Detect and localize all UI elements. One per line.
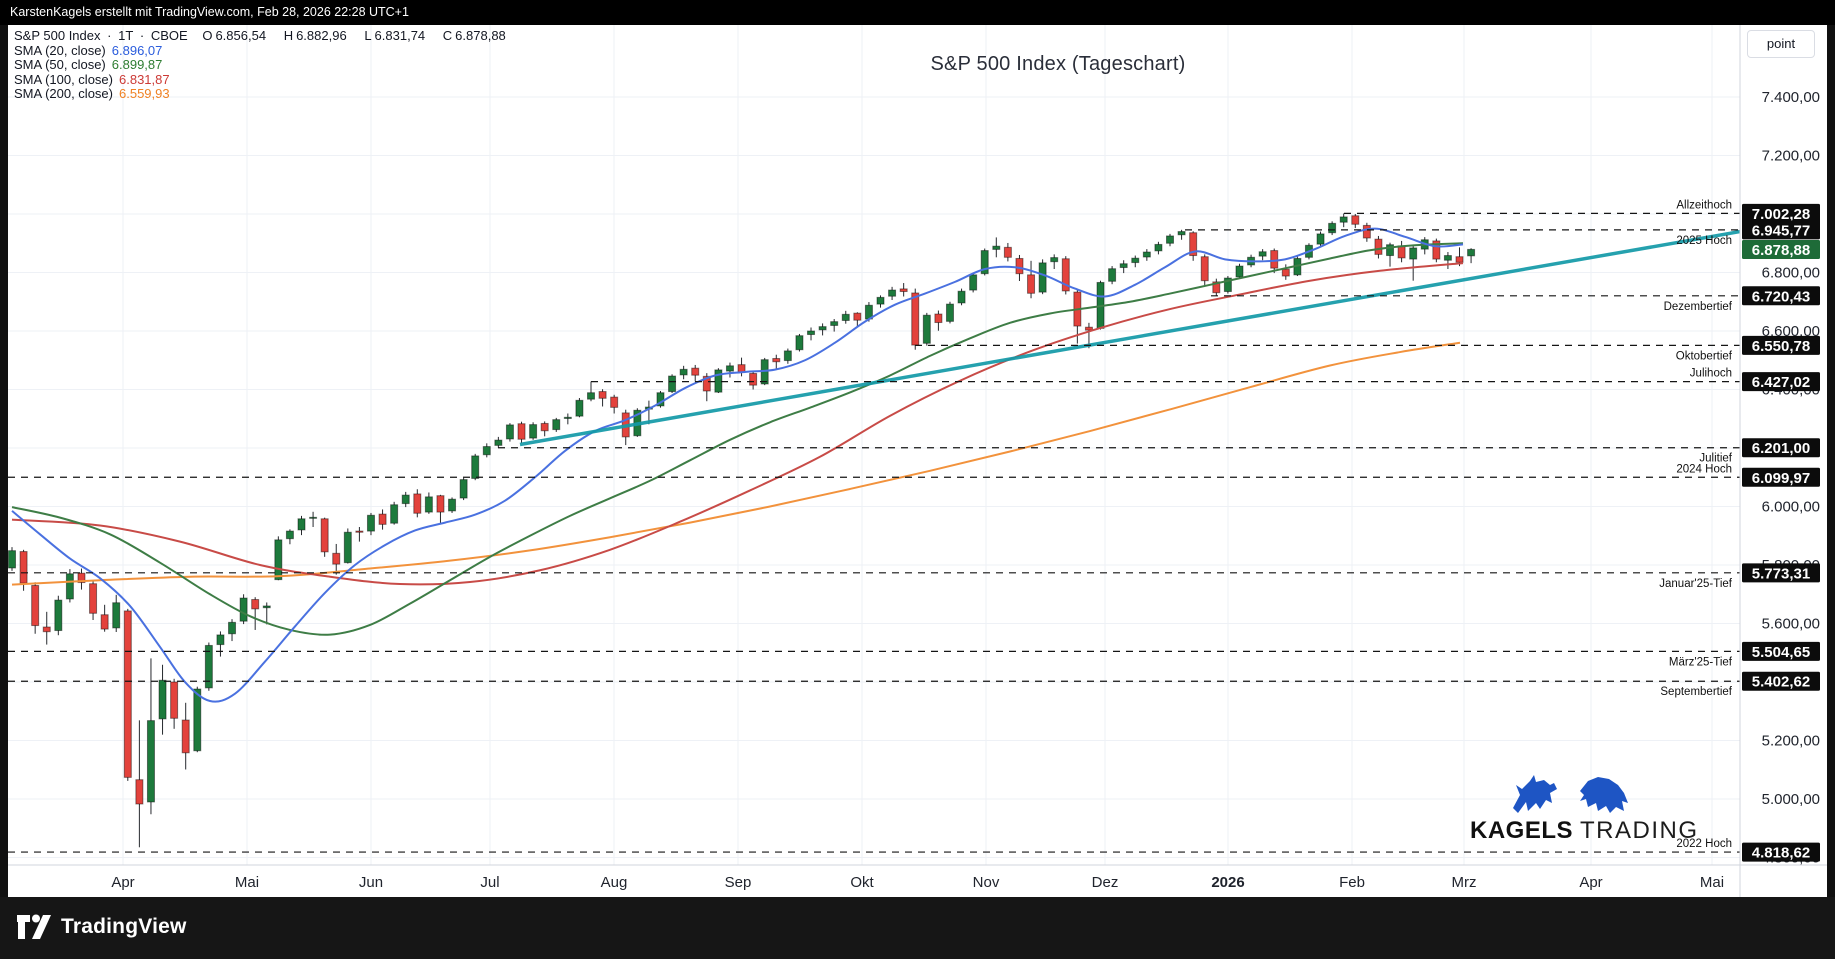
indicator-value: 6.899,87 bbox=[111, 57, 163, 73]
indicator-value: 6.559,93 bbox=[119, 86, 170, 102]
price-level-badge: 5.773,31 bbox=[1752, 565, 1810, 582]
level-label: Oktobertief bbox=[1676, 350, 1733, 362]
price-tick-label: 6.600,00 bbox=[1762, 323, 1820, 340]
month-tick-label: Sep bbox=[725, 874, 752, 891]
time-axis[interactable]: Apr Mai Jun Jul Aug Sep Okt Nov Dez 2026 Feb Mrz Apr… bbox=[8, 864, 1827, 891]
price-level-badge: 4.818,62 bbox=[1752, 845, 1810, 862]
gridlines bbox=[8, 25, 1740, 865]
price-level-badge: 6.878,88 bbox=[1752, 242, 1810, 259]
timeframe-label[interactable]: 1T bbox=[118, 28, 134, 43]
low-label: L 6.831,74 bbox=[364, 28, 426, 43]
exchange-label: CBOE bbox=[150, 28, 188, 43]
price-tick-label: 5.000,00 bbox=[1762, 791, 1820, 808]
tradingview-wordmark: TradingView bbox=[61, 915, 187, 938]
price-tick-label: 5.200,00 bbox=[1762, 733, 1820, 750]
month-tick-label: Apr bbox=[111, 874, 134, 891]
month-tick-label: 2026 bbox=[1211, 874, 1244, 891]
separator-dot: · bbox=[107, 28, 112, 43]
tradingview-link[interactable]: TradingView bbox=[16, 913, 187, 941]
price-level-badge: 6.720,43 bbox=[1752, 288, 1810, 305]
price-levels-layer: Allzeithoch 2025 Hoch Dezembertief Oktobert… bbox=[8, 199, 1740, 853]
bear-icon bbox=[1580, 777, 1628, 813]
month-tick-label: Aug bbox=[601, 874, 628, 891]
close-label: C 6.878,88 bbox=[442, 28, 506, 43]
price-level-badge: 6.427,02 bbox=[1752, 374, 1810, 391]
price-level-badge: 7.002,28 bbox=[1752, 206, 1810, 223]
month-tick-label: Feb bbox=[1339, 874, 1365, 891]
legend-indicator-row[interactable]: SMA (200, close) 6.559,93 bbox=[14, 87, 512, 102]
kagels-trading-watermark: KAGELS TRADING bbox=[1470, 773, 1699, 845]
level-label: Julitief bbox=[1699, 453, 1732, 465]
chart-panel: Allzeithoch 2025 Hoch Dezembertief Oktobert… bbox=[8, 25, 1827, 897]
high-label: H 6.882,96 bbox=[283, 28, 347, 43]
price-badges: 7.002,286.945,77 6.720,43 6.550,78 6.427,02… bbox=[1742, 203, 1820, 862]
level-label: Julihoch bbox=[1690, 368, 1732, 380]
level-label: 2024 Hoch bbox=[1676, 463, 1732, 475]
sma-line-sma-200 bbox=[11, 341, 1461, 586]
chart-legend: S&P 500 Index · 1T · CBOE O 6.856,54 H 6.8… bbox=[14, 28, 512, 102]
price-level-badge: 6.201,00 bbox=[1752, 440, 1810, 457]
sma-line-sma-100 bbox=[11, 262, 1464, 586]
sma-lines-layer bbox=[11, 227, 1464, 703]
price-level-badge: 5.402,62 bbox=[1752, 674, 1810, 691]
kagels-trading-wordmark: KAGELS TRADING bbox=[1470, 817, 1699, 844]
close-value: 6.878,88 bbox=[455, 28, 506, 43]
tradingview-logo-icon bbox=[17, 914, 51, 939]
month-tick-label: Nov bbox=[973, 874, 1000, 891]
price-tick-label: 7.200,00 bbox=[1762, 148, 1820, 165]
price-tick-label: 7.400,00 bbox=[1762, 89, 1820, 106]
month-tick-label: Mai bbox=[235, 874, 259, 891]
legend-indicator-row[interactable]: SMA (50, close) 6.899,87 bbox=[14, 57, 512, 73]
indicator-label: SMA (50, close) bbox=[14, 57, 106, 73]
price-scale-unit-button[interactable]: point bbox=[1747, 30, 1815, 58]
month-tick-label: Okt bbox=[850, 874, 874, 891]
bottom-bar: TradingView bbox=[0, 897, 1835, 959]
sma-line-sma-50 bbox=[11, 242, 1464, 636]
price-tick-label: 5.600,00 bbox=[1762, 616, 1820, 633]
price-level-badge: 5.504,65 bbox=[1752, 644, 1810, 661]
month-tick-label: Jun bbox=[359, 874, 383, 891]
separator-dot: · bbox=[139, 28, 145, 43]
month-tick-label: Apr bbox=[1579, 874, 1602, 891]
bull-icon bbox=[1513, 775, 1557, 813]
open-value: 6.856,54 bbox=[215, 28, 267, 43]
legend-symbol-row[interactable]: S&P 500 Index · 1T · CBOE O 6.856,54 H 6.8… bbox=[14, 28, 512, 44]
level-label: März'25-Tief bbox=[1669, 656, 1733, 668]
price-level-badge: 6.945,77 bbox=[1752, 222, 1810, 239]
month-tick-label: Dez bbox=[1092, 874, 1119, 891]
high-value: 6.882,96 bbox=[296, 28, 347, 43]
level-label: Januar'25-Tief bbox=[1659, 578, 1733, 590]
chart-title: S&P 500 Index (Tageschart) bbox=[930, 53, 1186, 75]
price-tick-label: 6.000,00 bbox=[1762, 499, 1820, 516]
legend-indicator-row[interactable]: SMA (20, close) 6.896,07 bbox=[14, 42, 512, 59]
price-level-badge: 6.550,78 bbox=[1752, 338, 1810, 355]
level-label: Allzeithoch bbox=[1676, 199, 1732, 211]
indicator-value: 6.831,87 bbox=[119, 71, 170, 87]
price-tick-label: 6.800,00 bbox=[1762, 265, 1820, 282]
level-label: 2022 Hoch bbox=[1676, 838, 1732, 850]
symbol-name: S&P 500 Index bbox=[14, 28, 101, 43]
month-tick-label: Jul bbox=[480, 874, 499, 891]
sma-line-sma-20 bbox=[11, 227, 1464, 703]
trendline-layer[interactable] bbox=[519, 229, 1741, 447]
month-tick-label: Mrz bbox=[1452, 874, 1477, 891]
legend-indicator-row[interactable]: SMA (100, close) 6.831,87 bbox=[14, 71, 512, 88]
price-level-badge: 6.099,97 bbox=[1752, 470, 1810, 487]
indicator-value: 6.896,07 bbox=[111, 42, 163, 58]
level-label: Septembertief bbox=[1660, 686, 1732, 698]
month-tick-label: Mai bbox=[1700, 874, 1724, 891]
candles-layer bbox=[8, 213, 1476, 848]
chart-canvas[interactable]: Allzeithoch 2025 Hoch Dezembertief Oktobert… bbox=[8, 25, 1827, 897]
indicator-label: SMA (100, close) bbox=[14, 71, 113, 87]
level-label: Dezembertief bbox=[1664, 301, 1733, 313]
indicator-label: SMA (200, close) bbox=[14, 86, 113, 102]
level-label: 2025 Hoch bbox=[1676, 235, 1732, 247]
open-label: O 6.856,54 bbox=[202, 28, 267, 43]
low-value: 6.831,74 bbox=[374, 28, 426, 43]
indicator-label: SMA (20, close) bbox=[14, 42, 106, 58]
attribution-bar: KarstenKagels erstellt mit TradingView.c… bbox=[0, 0, 1835, 25]
attribution-text: KarstenKagels erstellt mit TradingView.c… bbox=[10, 5, 409, 19]
price-axis[interactable]: 7.400,007.200,007.000,006.800,006.600,00… bbox=[1739, 25, 1827, 897]
